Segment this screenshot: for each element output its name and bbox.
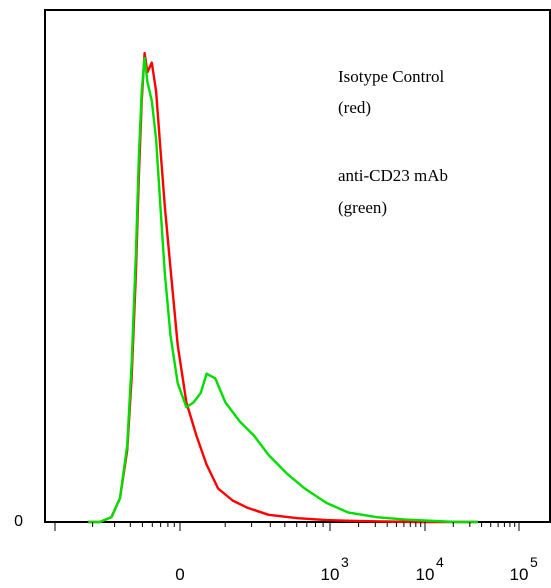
- x-tick-label-10-3-exponent: 3: [341, 554, 349, 570]
- x-tick-label-10-5: 10: [510, 565, 529, 584]
- x-tick-label-10-4: 10: [416, 565, 435, 584]
- annotation-red: (red): [338, 98, 371, 117]
- x-tick-label-10-3: 10: [321, 565, 340, 584]
- isotype-control-curve: [88, 51, 478, 524]
- annotation-isotype-control: Isotype Control: [338, 67, 445, 86]
- x-axis-ticks: [54, 522, 520, 531]
- anti-cd23-curve: [88, 56, 478, 524]
- annotation-green: (green): [338, 198, 387, 217]
- x-tick-label-10-4-exponent: 4: [436, 554, 444, 570]
- y-tick-label-zero: 0: [14, 513, 23, 530]
- annotation-anti-cd23: anti-CD23 mAb: [338, 166, 448, 185]
- x-tick-label-0: 0: [175, 565, 184, 584]
- x-tick-label-10-5-exponent: 5: [530, 554, 538, 570]
- plot-frame: [44, 9, 551, 523]
